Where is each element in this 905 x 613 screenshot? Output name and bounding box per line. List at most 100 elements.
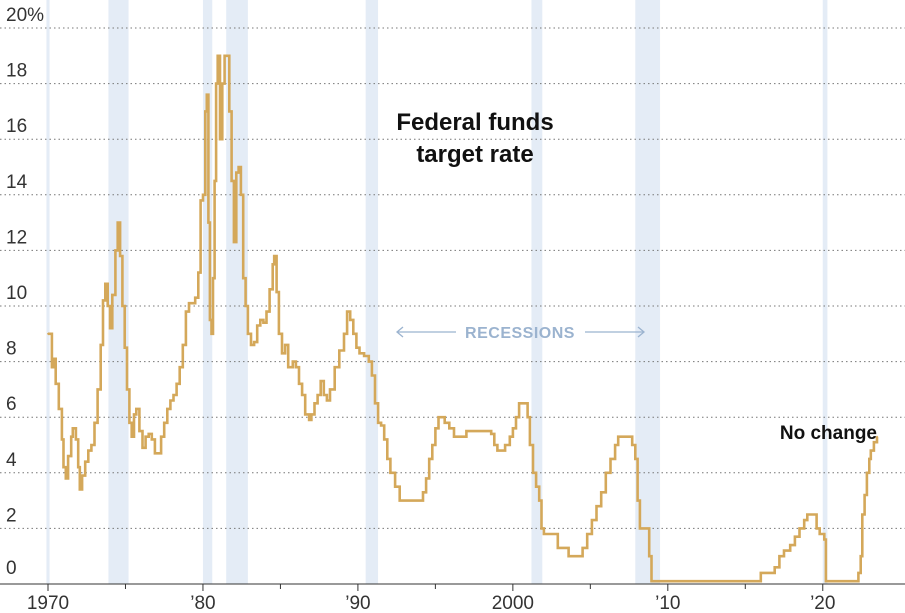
data-point <box>87 449 90 452</box>
data-point <box>425 477 427 480</box>
data-point <box>431 444 434 446</box>
data-point <box>141 446 144 449</box>
data-point <box>209 319 211 321</box>
data-point <box>57 407 60 410</box>
recession-band <box>822 0 828 584</box>
data-point <box>490 432 493 435</box>
data-point <box>398 499 401 502</box>
data-point <box>728 580 731 583</box>
data-point <box>160 435 163 438</box>
data-point <box>868 458 871 460</box>
data-point <box>128 421 131 424</box>
data-point <box>617 435 620 438</box>
data-point <box>242 277 245 280</box>
data-point <box>628 435 630 438</box>
data-point <box>250 344 252 346</box>
recession-band <box>365 0 379 584</box>
data-point <box>70 435 73 438</box>
data-point <box>526 416 529 419</box>
data-point <box>434 427 437 430</box>
data-point <box>556 546 559 549</box>
series-line-fed-funds-rate <box>48 54 879 583</box>
data-point <box>295 366 297 369</box>
data-point <box>333 366 336 369</box>
data-point <box>133 413 135 416</box>
data-point <box>77 466 80 469</box>
data-point <box>102 299 104 302</box>
data-point <box>620 435 623 438</box>
data-point <box>866 471 868 474</box>
data-point <box>411 499 414 502</box>
recessions-label: RECESSIONS <box>465 325 575 342</box>
data-point <box>175 382 178 385</box>
data-point <box>104 282 107 285</box>
data-point <box>298 382 300 385</box>
y-tick-label: 0 <box>6 558 17 579</box>
data-point <box>355 346 358 349</box>
data-point <box>244 305 247 307</box>
data-point <box>163 421 166 424</box>
data-point <box>228 110 231 113</box>
data-point <box>221 82 224 85</box>
data-point <box>386 458 389 460</box>
data-point <box>212 277 214 280</box>
data-point <box>636 499 639 502</box>
series-layer <box>47 54 879 583</box>
recessions-arrowhead-left <box>395 326 404 338</box>
data-point <box>219 138 221 141</box>
data-point <box>535 485 538 488</box>
data-point <box>861 513 864 516</box>
data-point <box>284 344 286 346</box>
data-point <box>67 455 70 458</box>
data-point <box>418 499 421 502</box>
data-point <box>291 360 294 363</box>
data-point <box>310 413 313 416</box>
data-point <box>540 527 543 530</box>
y-axis-ticks: 0 2 4 6 8 10 12 14 16 18 20% <box>6 5 44 579</box>
data-point <box>235 171 238 174</box>
data-point <box>428 458 431 460</box>
data-point <box>473 430 476 432</box>
data-point <box>50 332 52 335</box>
data-point <box>119 255 121 257</box>
data-point <box>74 438 77 441</box>
data-point <box>538 499 541 502</box>
data-point <box>863 494 866 496</box>
data-point <box>529 444 531 446</box>
data-point <box>563 546 565 549</box>
data-point <box>515 416 517 419</box>
data-point <box>265 310 268 313</box>
data-point <box>590 519 593 521</box>
data-point <box>287 366 290 369</box>
data-point <box>869 449 872 452</box>
y-tick-label: 4 <box>6 450 17 471</box>
gridlines <box>0 27 905 585</box>
x-tick-label: ’90 <box>345 593 370 613</box>
data-point <box>194 296 197 299</box>
data-point <box>230 180 233 182</box>
data-point <box>437 416 440 419</box>
data-point <box>595 505 598 508</box>
data-point <box>277 332 280 335</box>
data-point <box>199 199 202 202</box>
data-point <box>852 580 855 583</box>
recessions-annotation: RECESSIONS <box>395 325 646 342</box>
data-point <box>659 580 661 583</box>
data-point <box>812 513 815 516</box>
data-point <box>377 421 379 424</box>
data-point <box>273 255 276 257</box>
data-point <box>363 355 366 357</box>
x-axis-ticks: 1970 ’80 ’90 2000 ’10 ’20 <box>27 584 835 613</box>
chart-annotation-title-line2: target rate <box>416 141 533 168</box>
data-point <box>380 424 383 427</box>
data-point <box>226 54 228 57</box>
data-point <box>394 485 396 488</box>
data-point <box>567 555 570 558</box>
data-point <box>631 444 634 446</box>
data-point <box>90 444 93 446</box>
data-point <box>71 427 74 430</box>
data-point <box>511 427 514 430</box>
recessions-arrowhead-right <box>637 326 646 338</box>
data-point <box>504 444 507 446</box>
data-point <box>501 449 503 452</box>
